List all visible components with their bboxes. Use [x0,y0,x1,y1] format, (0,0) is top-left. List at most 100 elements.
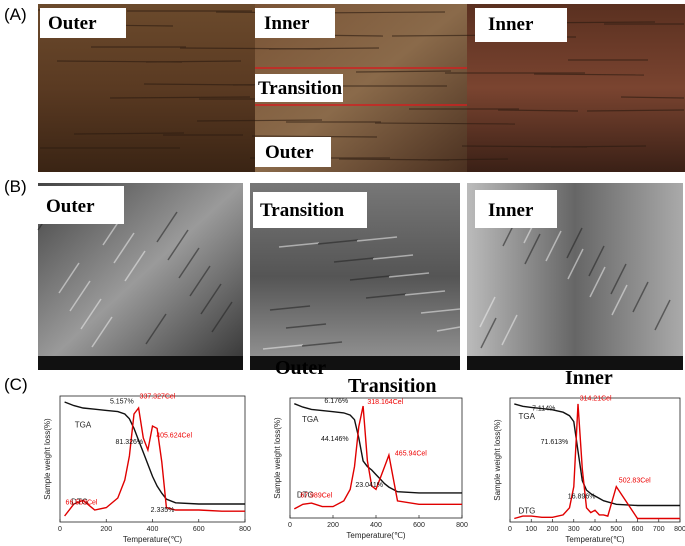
x-tick-label: 600 [632,526,644,533]
fiber [262,344,304,350]
fiber [145,313,167,345]
info-bar [38,356,243,370]
x-tick-label: 400 [370,522,382,529]
annotation: 314.21Cel [580,395,612,402]
grain [109,96,251,99]
annotation: 7.114% [532,405,555,412]
grain [586,109,685,112]
annotation: 502.83Cel [619,477,651,484]
fiber [479,296,496,328]
series-label: TGA [75,421,92,430]
label-box [253,192,367,228]
fiber [349,275,391,281]
fiber [632,281,649,313]
panel-label: (B) [4,177,27,196]
annotation: 337.327Cel [140,394,176,401]
fiber [610,263,627,295]
fiber [285,323,327,329]
fiber [167,229,189,261]
x-tick-label: 700 [653,526,665,533]
fiber [501,314,518,346]
fiber [200,283,222,315]
fiber [317,239,359,245]
series-line [294,403,462,494]
fiber [420,308,461,314]
annotation: 23.041% [355,482,383,489]
grain [73,132,185,135]
grain [268,47,380,50]
annotation: 2.335% [151,507,175,514]
x-tick-label: 300 [568,526,580,533]
x-tick-label: 0 [288,522,292,529]
series-line [293,405,462,510]
fiber [545,230,562,262]
x-tick-label: 800 [239,526,251,533]
grain [355,70,452,73]
annotation: 465.94Cel [395,451,427,458]
x-axis-label: Temperature(℃) [123,535,183,544]
annotation: 6.176% [324,398,348,405]
annotation: 16.896% [568,493,596,500]
fiber [388,272,430,278]
fiber [611,284,628,316]
series-label: TGA [302,415,319,424]
fiber [69,280,91,312]
chart-title: Transition [348,375,437,397]
x-tick-label: 500 [610,526,622,533]
series-label: DTG [519,506,536,515]
fiber [654,299,671,331]
photo-label: Inner [488,14,534,35]
y-axis-label: Sample weight loss(%) [43,418,52,500]
grain [251,135,378,138]
panel-label: (A) [4,5,27,24]
grain [374,122,516,125]
chart-title: Outer [275,357,326,379]
series-label: TGA [519,412,536,421]
x-tick-label: 200 [100,526,112,533]
annotation: 5.157% [110,399,134,406]
annotation: 71.613% [541,439,569,446]
label-box [475,8,567,42]
x-tick-label: 600 [193,526,205,533]
panel-label: (C) [4,375,28,394]
fiber [372,254,414,260]
fiber [189,265,211,297]
photo-label: Outer [46,196,95,217]
y-axis-label: Sample weight loss(%) [493,419,502,501]
photo-label: Inner [264,13,310,34]
photo-label: Transition [260,200,345,221]
y-axis-label: Sample weight loss(%) [273,417,282,499]
annotation: 405.624Cel [156,433,192,440]
fiber [588,245,605,277]
fiber [58,262,80,294]
fiber [524,233,541,265]
grain [497,109,579,112]
fiber [589,266,606,298]
fiber [278,242,320,248]
fiber [156,211,178,243]
fiber [113,232,135,264]
fiber [436,326,461,332]
x-axis-label: Temperature(℃) [565,535,625,544]
info-bar [467,356,683,370]
photo-label: Outer [265,142,314,163]
x-tick-label: 800 [674,526,685,533]
series-label: DTG [71,497,88,506]
label-box [38,186,124,224]
photo-label: Inner [488,200,534,221]
photo-label: Transition [258,78,343,99]
annotation: 66.509Cel [66,499,98,506]
x-tick-label: 200 [547,526,559,533]
grain [620,96,685,99]
label-box [255,137,331,167]
annotation: 318.164Cel [367,399,403,406]
series-label: DTG [297,491,314,500]
fiber [269,305,311,311]
annotation: 81.326% [116,439,144,446]
fiber [211,301,233,333]
grain [550,145,647,148]
series-line [514,403,680,520]
x-axis-label: Temperature(℃) [346,531,406,540]
fiber [566,227,583,259]
